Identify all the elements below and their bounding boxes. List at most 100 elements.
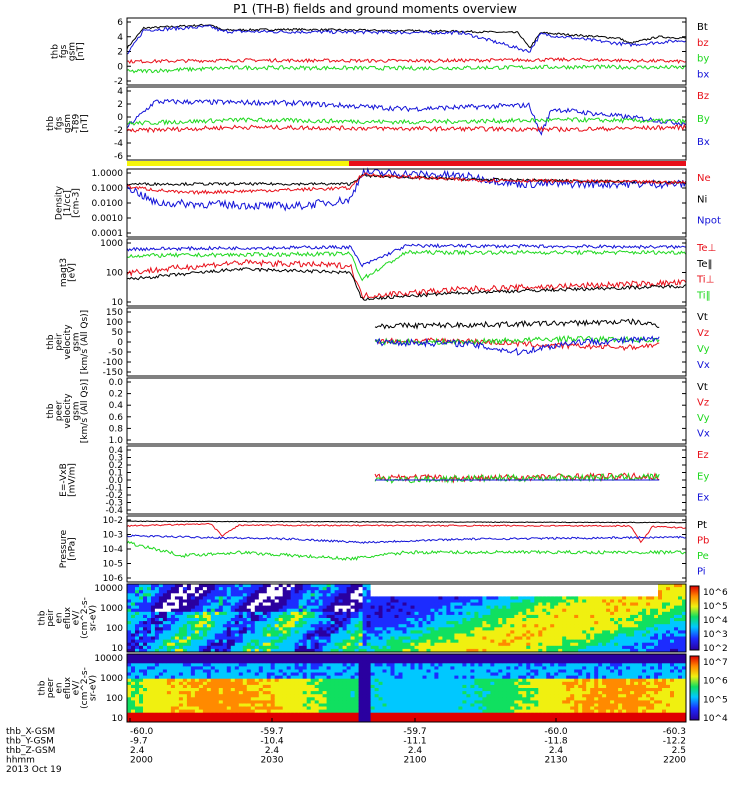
- heatmap-cell: [174, 627, 180, 631]
- heatmap-cell: [518, 639, 523, 644]
- heatmap-cell: [666, 624, 671, 628]
- heatmap-cell: [326, 684, 331, 689]
- heatmap-cell: [286, 691, 292, 695]
- heatmap-cell: [147, 627, 152, 631]
- heatmap-cell: [526, 608, 531, 613]
- heatmap-cell: [402, 587, 407, 591]
- heatmap-cell: [270, 596, 276, 600]
- heatmap-cell: [538, 608, 543, 613]
- heatmap-cell: [402, 684, 407, 689]
- heatmap-cell: [178, 584, 184, 588]
- heatmap-cell: [498, 642, 503, 647]
- heatmap-cell: [678, 648, 683, 653]
- heatmap-cell: [322, 715, 327, 720]
- heatmap-cell: [494, 608, 499, 613]
- heatmap-cell: [139, 703, 144, 707]
- heatmap-cell: [234, 684, 240, 689]
- heatmap-cell: [274, 590, 280, 594]
- heatmap-cell: [178, 590, 184, 594]
- heatmap-cell: [274, 669, 280, 673]
- heatmap-cell: [346, 596, 351, 600]
- heatmap-cell: [158, 593, 164, 597]
- heatmap-cell: [594, 590, 599, 594]
- heatmap-cell: [358, 684, 363, 689]
- heatmap-cell: [135, 605, 140, 610]
- heatmap-cell: [254, 648, 260, 653]
- heatmap-cell: [610, 648, 615, 653]
- heatmap-cell: [418, 700, 423, 704]
- panel-frame: [126, 445, 687, 515]
- heatmap-cell: [394, 681, 399, 686]
- heatmap-cell: [143, 672, 148, 676]
- heatmap-cell: [127, 605, 132, 610]
- heatmap-cell: [143, 624, 148, 628]
- heatmap-cell: [606, 624, 611, 628]
- heatmap-cell: [558, 642, 563, 647]
- heatmap-cell: [322, 697, 327, 701]
- heatmap-cell: [626, 639, 631, 644]
- heatmap-cell: [190, 681, 196, 686]
- heatmap-cell: [286, 621, 292, 625]
- heatmap-cell: [306, 678, 312, 683]
- heatmap-cell: [258, 663, 264, 667]
- y-axis-label: eV/: [72, 610, 82, 626]
- heatmap-cell: [170, 608, 176, 613]
- heatmap-cell: [534, 618, 539, 622]
- panel-frame: [126, 86, 687, 161]
- heatmap-cell: [222, 633, 228, 637]
- heatmap-cell: [366, 712, 371, 717]
- heatmap-cell: [306, 645, 312, 650]
- heatmap-cell: [182, 639, 188, 644]
- heatmap-cell: [282, 624, 288, 628]
- heatmap-cell: [194, 645, 200, 650]
- heatmap-cell: [506, 611, 511, 616]
- heatmap-cell: [139, 593, 144, 597]
- heatmap-cell: [382, 602, 387, 606]
- heatmap-cell: [430, 648, 435, 653]
- series-vz: [374, 337, 660, 352]
- heatmap-cell: [530, 608, 535, 613]
- heatmap-cell: [662, 630, 667, 634]
- heatmap-cell: [151, 718, 156, 723]
- heatmap-cell: [538, 639, 543, 644]
- heatmap-cell: [286, 614, 292, 619]
- heatmap-cell: [258, 605, 264, 610]
- heatmap-cell: [278, 590, 284, 594]
- heatmap-cell: [170, 618, 176, 622]
- heatmap-cell: [530, 605, 535, 610]
- heatmap-cell: [139, 618, 144, 622]
- heatmap-cell: [606, 587, 611, 591]
- heatmap-cell: [338, 700, 343, 704]
- heatmap-cell: [642, 630, 647, 634]
- heatmap-cell: [278, 602, 284, 606]
- heatmap-cell: [362, 694, 367, 698]
- heatmap-cell: [502, 618, 507, 622]
- heatmap-cell: [354, 684, 359, 689]
- heatmap-cell: [298, 654, 304, 658]
- heatmap-cell: [434, 590, 439, 594]
- heatmap-cell: [598, 608, 603, 613]
- heatmap-cell: [374, 675, 379, 680]
- heatmap-cell: [218, 706, 224, 710]
- heatmap-cell: [394, 660, 399, 664]
- heatmap-cell: [222, 681, 228, 686]
- y-axis-label: en: [55, 612, 65, 623]
- heatmap-cell: [302, 694, 308, 698]
- heatmap-cell: [370, 715, 375, 720]
- heatmap-cell: [358, 700, 363, 704]
- y-tick-label: 150: [106, 308, 123, 318]
- heatmap-cell: [346, 703, 351, 707]
- heatmap-cell: [470, 599, 475, 603]
- heatmap-cell: [178, 614, 184, 619]
- heatmap-cell: [478, 611, 483, 616]
- heatmap-cell: [498, 614, 503, 619]
- heatmap-cell: [458, 639, 463, 644]
- heatmap-cell: [510, 627, 515, 631]
- y-tick-label: 0.0: [109, 378, 124, 388]
- heatmap-cell: [574, 596, 579, 600]
- heatmap-cell: [382, 684, 387, 689]
- heatmap-cell: [598, 630, 603, 634]
- heatmap-cell: [598, 624, 603, 628]
- heatmap-cell: [454, 648, 459, 653]
- heatmap-cell: [322, 706, 327, 710]
